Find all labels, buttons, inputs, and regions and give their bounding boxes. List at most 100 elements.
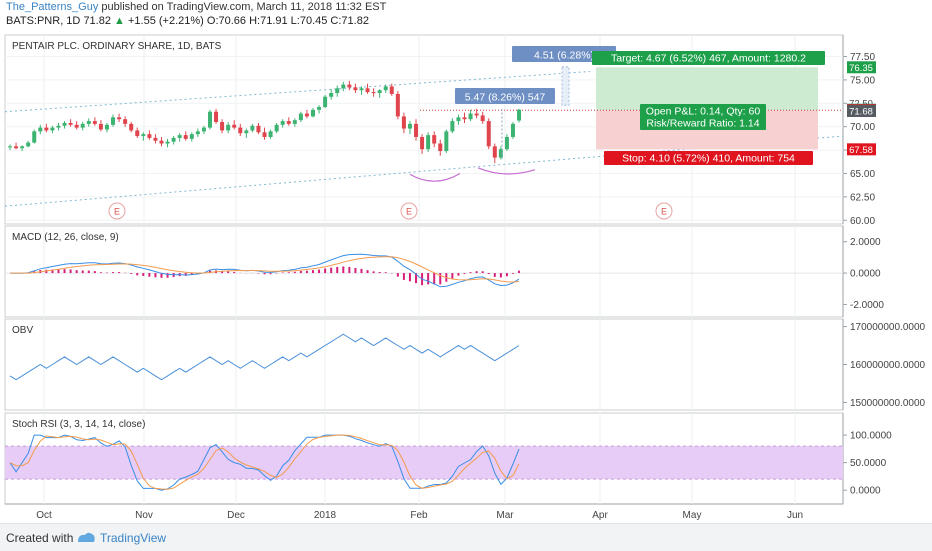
y-tick-label: 100.0000 (850, 431, 892, 442)
author-link[interactable]: The_Patterns_Guy (6, 1, 99, 13)
candle-body (14, 146, 19, 149)
y-tick-label: 65.00 (850, 169, 875, 180)
x-tick-label: Jun (787, 510, 803, 521)
candle-body (250, 125, 255, 131)
earnings-marker-label: E (406, 207, 412, 217)
x-tick-label: Oct (36, 510, 52, 521)
earnings-marker (655, 202, 673, 220)
candle-body (183, 135, 188, 139)
candle-body (450, 121, 455, 132)
candle-body (444, 131, 449, 152)
badge-stop: 67.58 (849, 145, 873, 156)
measure-2-label: 5.47 (8.26%) 547 (465, 92, 546, 104)
candle-body (92, 121, 97, 124)
candle-body (232, 124, 237, 128)
candle-body (420, 136, 425, 150)
candle-body (98, 123, 103, 130)
candle-body (256, 125, 261, 133)
y-tick-label: 70.00 (850, 122, 875, 133)
pnl-label: Open P&L: 0.14, Qty: 60 (646, 106, 761, 118)
earnings-marker (108, 202, 126, 220)
candle-body (8, 146, 12, 148)
pane-frame (4, 318, 844, 411)
candle-body (147, 134, 152, 138)
candle-body (220, 122, 225, 131)
price-pane-title: PENTAIR PLC. ORDINARY SHARE, 1D, BATS (12, 41, 222, 52)
candle-body (104, 124, 109, 130)
candle-body (80, 123, 85, 128)
badge-stop-bg (847, 143, 876, 156)
y-tick-label: 0.0000 (850, 486, 881, 497)
obv-line (9, 333, 520, 381)
symbol-label: BATS:PNR, 1D (6, 15, 81, 27)
x-tick-label: Dec (227, 510, 245, 521)
created-with-label: Created with (6, 531, 74, 545)
y-tick-label: 170000000.0000 (850, 322, 926, 333)
pane-frame (4, 225, 844, 318)
target-label: Target: 4.67 (6.52%) 467, Amount: 1280.2 (611, 53, 806, 65)
candle-body (335, 88, 340, 94)
candle-body (377, 90, 382, 94)
candle-body (323, 96, 328, 108)
y-tick-label: 150000000.0000 (850, 398, 926, 409)
candle-body (353, 87, 358, 91)
measure-1-label: 4.51 (6.28%) (534, 50, 594, 62)
x-tick-label: May (683, 510, 702, 521)
candle-body (498, 149, 503, 158)
tradingview-logo-icon (78, 532, 95, 542)
y-tick-label: -2.0000 (850, 300, 884, 311)
y-tick-label: 160000000.0000 (850, 360, 926, 371)
earnings-marker (400, 202, 418, 220)
candle-body (395, 93, 400, 117)
candle-body (292, 120, 297, 124)
stoch-band (5, 446, 843, 480)
candle-body (177, 135, 182, 138)
price-change: +1.55 (+2.21%) (127, 15, 204, 27)
candle-body (129, 123, 134, 131)
measure-1-label-bg (512, 46, 616, 62)
candle-body (298, 113, 303, 121)
candle-body (226, 124, 231, 131)
badge-target: 76.35 (849, 63, 873, 74)
rr-label-bg (640, 116, 766, 130)
measure-2-label-bg (455, 88, 555, 104)
candle-body (432, 135, 437, 144)
candle-body (474, 113, 479, 116)
candle-body (371, 92, 376, 94)
x-tick-label: Feb (410, 510, 428, 521)
chart-canvas[interactable]: OctNovDec2018FebMarAprMayJun77.5075.0072… (0, 30, 932, 523)
candle-body (456, 117, 461, 122)
candle-body (159, 140, 164, 144)
badge-mid-bg (847, 104, 876, 117)
candle-body (26, 142, 31, 147)
candle-body (44, 127, 49, 131)
candle-body (141, 134, 146, 137)
y-tick-label: 50.0000 (850, 458, 887, 469)
pnl-label-bg (640, 104, 766, 118)
last-price: 71.82 (83, 15, 111, 27)
candle-body (383, 86, 388, 91)
macd-line (9, 253, 520, 288)
footer-bar: Created with TradingView (0, 523, 932, 551)
stoch-d-line (9, 434, 520, 490)
indicator-title: OBV (12, 325, 33, 336)
candle-body (38, 127, 43, 132)
candle-body (359, 88, 364, 91)
candle-body (414, 123, 419, 137)
macd-signal-line (10, 256, 520, 283)
candle-body (201, 127, 206, 132)
candle-body (117, 117, 122, 120)
measure-range (561, 66, 570, 106)
y-tick-label: 60.00 (850, 216, 875, 227)
candle-body (365, 88, 370, 93)
y-tick-label: 2.0000 (850, 237, 881, 248)
candle-body (207, 111, 212, 128)
tradingview-brand[interactable]: TradingView (100, 531, 167, 545)
cup-arc-1 (409, 172, 461, 182)
candle-body (189, 134, 194, 139)
badge-target-bg (847, 61, 876, 74)
x-tick-label: Apr (592, 510, 608, 521)
y-tick-label: 62.50 (850, 192, 875, 203)
cup-arc-2 (477, 167, 536, 175)
earnings-marker-label: E (114, 207, 120, 217)
